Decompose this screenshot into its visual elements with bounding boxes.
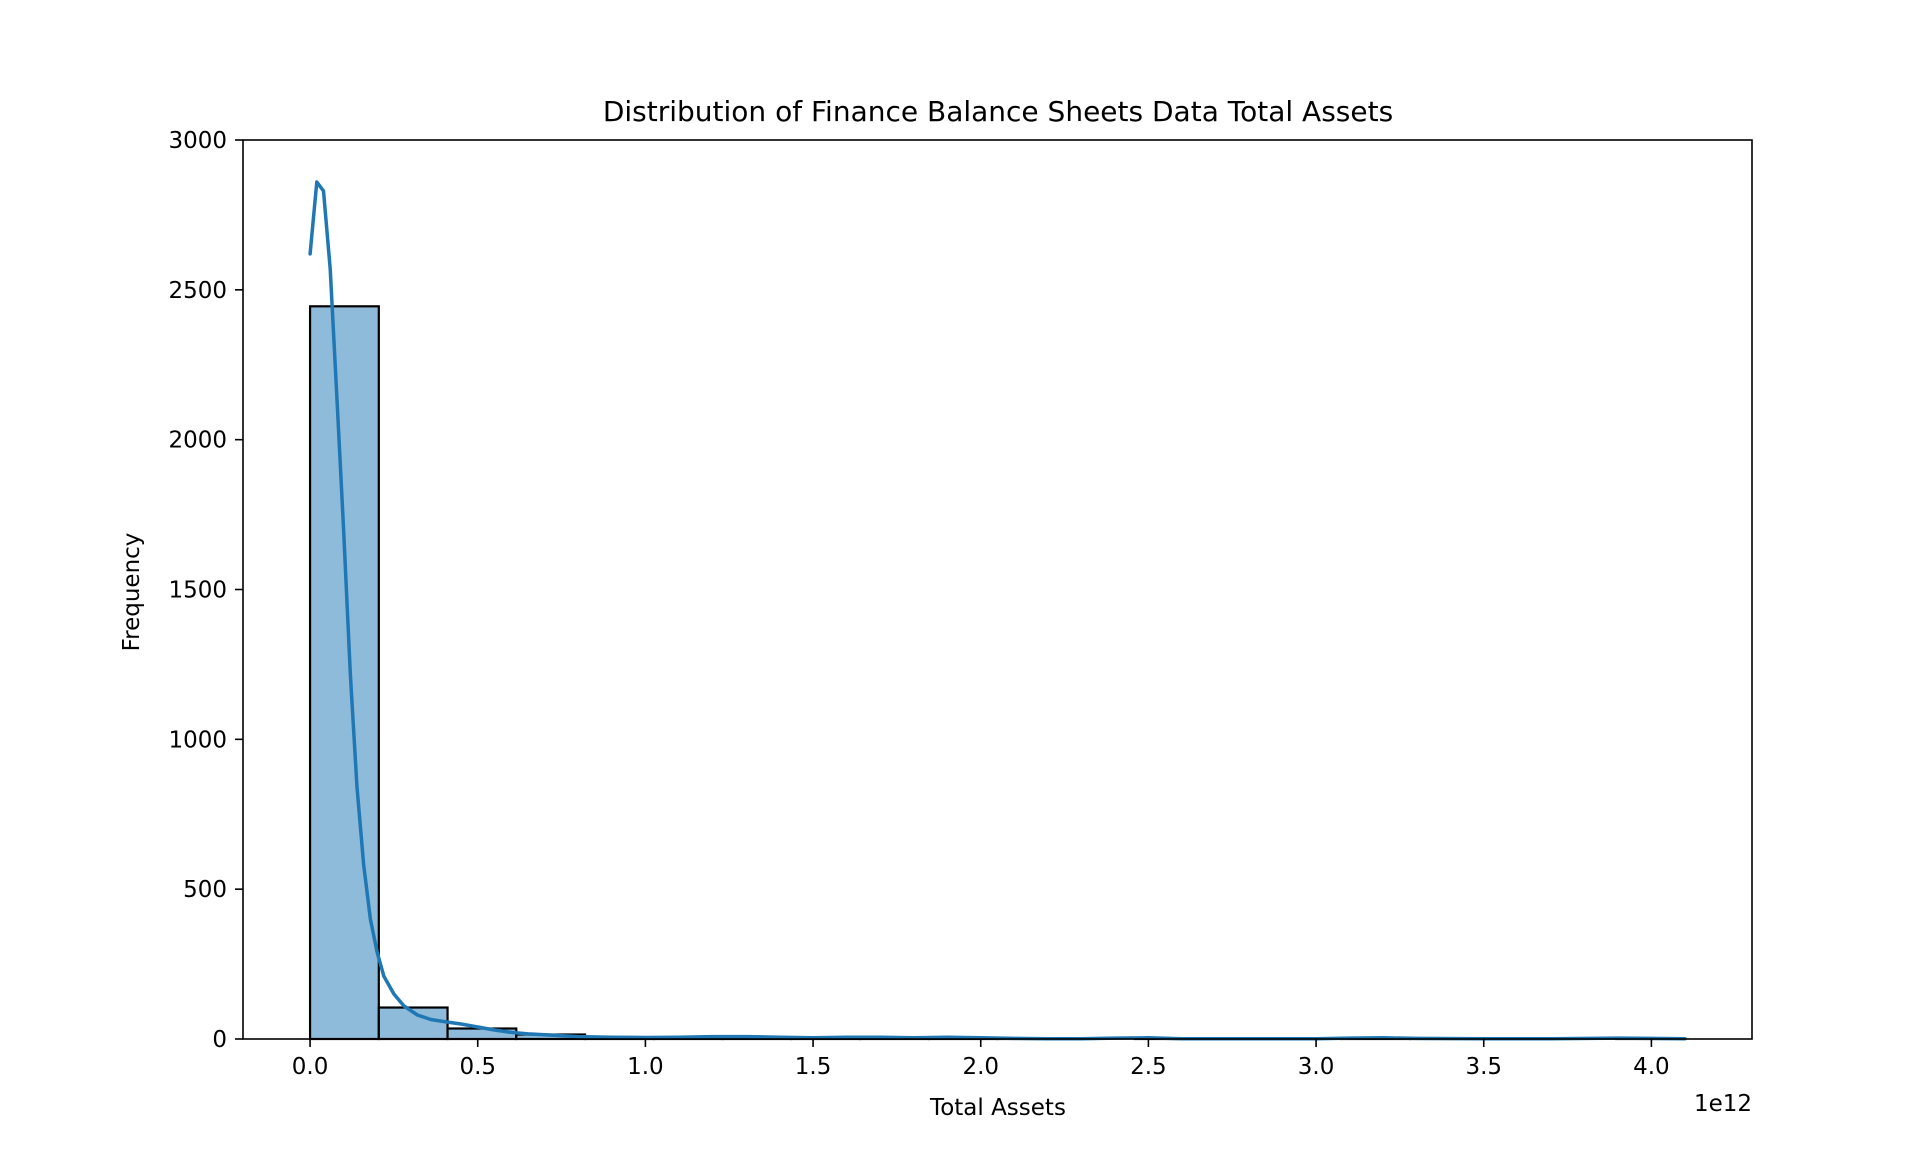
x-axis-offset-label: 1e12 bbox=[1694, 1091, 1752, 1117]
x-tick-label: 3.0 bbox=[1298, 1054, 1335, 1080]
y-axis-label: Frequency bbox=[119, 533, 145, 652]
x-tick-label: 0.5 bbox=[459, 1054, 496, 1080]
x-tick-label: 0.0 bbox=[292, 1054, 329, 1080]
y-tick-label: 2500 bbox=[168, 278, 227, 304]
x-tick-label: 2.5 bbox=[1130, 1054, 1167, 1080]
kde-line bbox=[308, 180, 1687, 1041]
y-tick-label: 2000 bbox=[168, 428, 227, 454]
histogram-bar-0 bbox=[308, 305, 380, 1041]
y-tick-label: 1500 bbox=[168, 578, 227, 604]
histogram-bars bbox=[308, 305, 1687, 1041]
x-tick-label: 1.5 bbox=[795, 1054, 832, 1080]
y-tick-label: 1000 bbox=[168, 727, 227, 753]
y-tick-label: 0 bbox=[212, 1027, 227, 1053]
y-tick-label: 500 bbox=[183, 877, 227, 903]
y-axis-ticks: 0 500 1000 1500 2000 2500 3000 bbox=[168, 128, 243, 1053]
x-axis-ticks: 0.0 0.5 1.0 1.5 2.0 2.5 3.0 3.5 4.0 bbox=[292, 1039, 1670, 1080]
x-tick-label: 2.0 bbox=[962, 1054, 999, 1080]
x-tick-label: 3.5 bbox=[1465, 1054, 1502, 1080]
y-tick-label: 3000 bbox=[168, 128, 227, 154]
plot-frame bbox=[242, 139, 1753, 1040]
x-tick-label: 4.0 bbox=[1633, 1054, 1670, 1080]
x-tick-label: 1.0 bbox=[627, 1054, 664, 1080]
chart-title: Distribution of Finance Balance Sheets D… bbox=[603, 95, 1393, 128]
x-axis-label: Total Assets bbox=[929, 1095, 1066, 1121]
